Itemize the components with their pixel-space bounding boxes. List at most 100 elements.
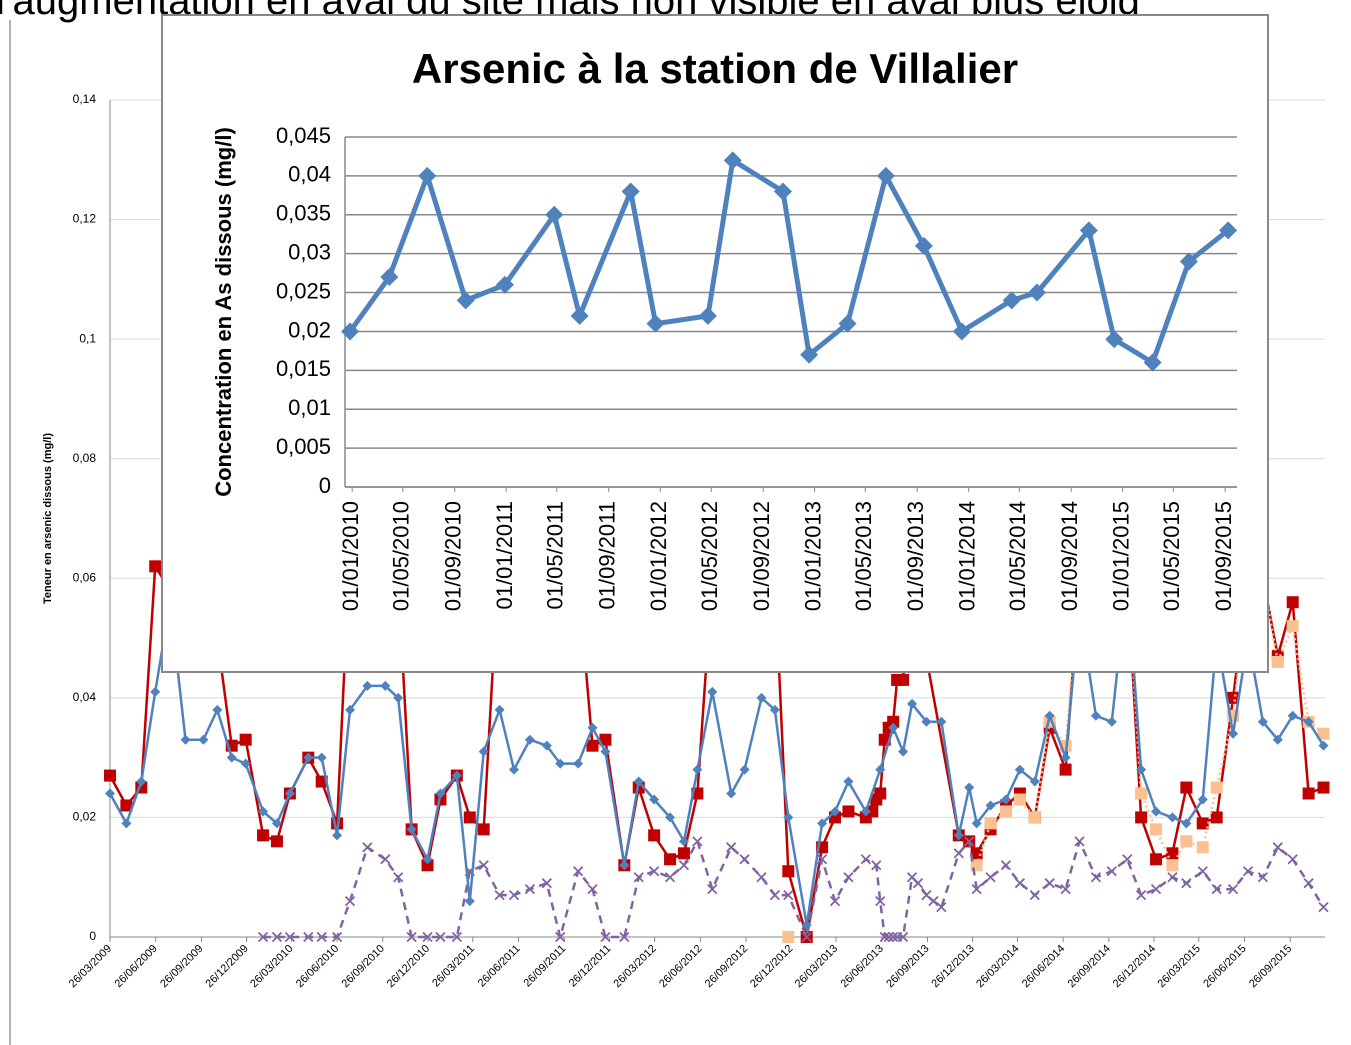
marker [1060, 884, 1071, 895]
marker [985, 872, 996, 883]
marker [508, 890, 520, 901]
marker [887, 715, 900, 728]
marker [572, 866, 584, 877]
marker [1317, 781, 1330, 794]
x-tick-label: 01/09/2010 [441, 501, 466, 611]
marker [456, 291, 475, 310]
y-tick-label: 0,035 [276, 201, 331, 226]
marker [1210, 781, 1223, 794]
marker [1136, 764, 1147, 775]
marker [1272, 734, 1283, 745]
marker [816, 854, 828, 865]
marker [478, 746, 489, 757]
marker [393, 692, 404, 703]
marker [936, 901, 947, 913]
marker [1228, 728, 1239, 739]
marker [284, 788, 295, 799]
marker [1143, 353, 1162, 372]
marker [649, 866, 660, 877]
inset-frame [161, 14, 1269, 673]
marker [362, 842, 373, 853]
marker [1180, 781, 1193, 794]
marker [756, 692, 767, 703]
x-tick-label: 01/09/2015 [1211, 501, 1236, 611]
marker [1318, 740, 1329, 751]
marker [1079, 221, 1098, 240]
marker [1000, 860, 1012, 871]
marker [692, 836, 703, 847]
marker [573, 758, 584, 769]
marker [435, 788, 446, 799]
marker [633, 872, 644, 883]
marker [180, 734, 191, 745]
marker [331, 931, 343, 943]
marker [271, 818, 282, 829]
marker [240, 758, 251, 769]
marker [418, 166, 437, 185]
marker [212, 704, 223, 715]
marker [1211, 884, 1222, 895]
marker [1060, 752, 1071, 763]
marker [953, 830, 964, 841]
marker [726, 788, 737, 799]
marker [801, 931, 812, 943]
marker [860, 854, 871, 865]
marker [964, 836, 975, 847]
marker [1014, 764, 1025, 775]
marker [1303, 878, 1314, 889]
marker [619, 860, 630, 871]
marker [875, 895, 886, 907]
x-tick-label: 01/09/2012 [749, 501, 774, 611]
marker [332, 830, 343, 841]
marker [953, 848, 964, 859]
marker [677, 847, 690, 860]
marker [1013, 793, 1026, 806]
x-tick-label: 01/09/2014 [1057, 501, 1082, 611]
marker [783, 812, 794, 823]
marker [226, 752, 237, 763]
marker [897, 673, 910, 686]
marker [541, 878, 552, 889]
marker [555, 931, 566, 943]
marker [921, 716, 932, 727]
marker [587, 722, 598, 733]
marker [1028, 811, 1041, 824]
y-tick-label: 0,045 [276, 123, 331, 148]
marker [1151, 806, 1162, 817]
marker [838, 314, 857, 333]
marker [1122, 854, 1133, 865]
marker [587, 884, 598, 895]
x-tick-label: 01/09/2013 [903, 501, 928, 611]
marker [843, 776, 854, 787]
marker [406, 824, 417, 835]
marker [678, 836, 689, 847]
marker [1181, 878, 1192, 889]
marker [421, 859, 434, 872]
marker [271, 931, 283, 943]
marker [451, 931, 462, 943]
marker [999, 805, 1012, 818]
y-tick-label: 0,12 [73, 212, 97, 226]
marker [1059, 763, 1072, 776]
x-tick-label: 01/05/2015 [1159, 501, 1184, 611]
marker [1271, 655, 1284, 668]
y-tick-label: 0,02 [288, 317, 331, 342]
marker [1105, 330, 1124, 349]
marker [664, 872, 676, 883]
y-tick-label: 0,025 [276, 278, 331, 303]
marker [239, 733, 252, 746]
marker [692, 764, 703, 775]
marker [1002, 291, 1021, 310]
marker [1090, 872, 1102, 883]
x-tick-label: 01/01/2015 [1108, 501, 1133, 611]
marker [149, 560, 162, 573]
marker [1135, 811, 1148, 824]
marker [1196, 817, 1209, 830]
y-tick-label: 0 [319, 473, 331, 498]
x-tick-label: 01/05/2010 [389, 501, 414, 611]
marker [985, 800, 996, 811]
marker [888, 722, 899, 733]
marker [478, 860, 489, 871]
marker [105, 788, 115, 799]
marker [1286, 620, 1299, 633]
